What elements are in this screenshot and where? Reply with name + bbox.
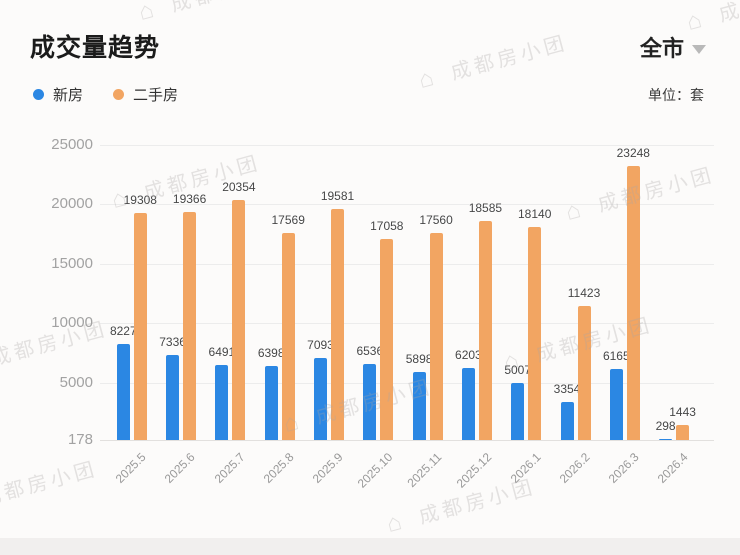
- x-axis-label: 2025.12: [453, 450, 494, 491]
- bar-new-homes-2025.7[interactable]: [215, 364, 229, 440]
- bar-value-label: 5898: [405, 352, 433, 367]
- bar-value-label: 6203: [455, 348, 482, 363]
- page-title: 成交量趋势: [30, 34, 161, 62]
- bar-second-hand-homes-2026.2[interactable]: [577, 306, 591, 440]
- bar-second-hand-homes-2025.9[interactable]: [331, 209, 344, 440]
- legend-dot-icon: [113, 89, 125, 100]
- legend: 新房 二手房: [33, 84, 178, 105]
- x-axis-label: 2026.3: [605, 450, 642, 486]
- chevron-down-icon: [692, 44, 706, 54]
- bar-value-label: 19366: [172, 191, 207, 206]
- bar-value-label: 19308: [123, 192, 157, 207]
- x-axis-label: 2025.5: [112, 450, 149, 486]
- region-selector[interactable]: 全市: [640, 31, 706, 63]
- x-axis-label: 2026.2: [556, 450, 593, 486]
- y-axis-tick: 178: [67, 431, 93, 448]
- bar-second-hand-homes-2026.1[interactable]: [528, 226, 542, 440]
- bar-second-hand-homes-2026.3[interactable]: [626, 165, 640, 440]
- bar-value-label: 17560: [419, 213, 453, 228]
- bar-new-homes-2025.10[interactable]: [363, 364, 377, 440]
- gridline: [100, 263, 714, 265]
- bar-new-homes-2025.8[interactable]: [264, 366, 278, 440]
- bar-second-hand-homes-2025.11[interactable]: [429, 233, 443, 440]
- bar-new-homes-2025.12[interactable]: [461, 368, 475, 440]
- bar-value-label: 3354: [553, 382, 581, 397]
- bar-value-label: 23248: [616, 145, 650, 160]
- bar-value-label: 1443: [669, 404, 696, 419]
- gridline: [100, 382, 714, 384]
- x-axis-label: 2026.1: [507, 450, 544, 486]
- bar-value-label: 7093: [307, 337, 334, 352]
- bar-new-homes-2026.3[interactable]: [609, 368, 623, 440]
- legend-dot-icon: [33, 89, 44, 100]
- gridline: [100, 145, 714, 146]
- bar-new-homes-2025.9[interactable]: [314, 357, 327, 440]
- region-selector-label: 全市: [639, 36, 684, 61]
- legend-label: 新房: [53, 87, 84, 104]
- gridline: [100, 204, 714, 206]
- x-axis-label: 2025.8: [260, 450, 297, 486]
- bar-value-label: 18140: [518, 206, 552, 221]
- x-axis-label: 2025.7: [211, 450, 248, 486]
- x-axis-line: [100, 440, 714, 441]
- x-axis-label: 2025.9: [310, 450, 346, 486]
- bar-new-homes-2025.5[interactable]: [116, 344, 130, 440]
- bar-second-hand-homes-2025.12[interactable]: [478, 221, 492, 440]
- bar-value-label: 17058: [370, 219, 404, 234]
- bar-second-hand-homes-2025.6[interactable]: [183, 211, 197, 440]
- bar-new-homes-2025.6[interactable]: [166, 354, 180, 440]
- bottom-strip: [0, 538, 740, 555]
- bar-value-label: 6165: [602, 348, 630, 363]
- bar-value-label: 17569: [271, 213, 305, 228]
- bar-value-label: 7336: [159, 334, 186, 349]
- bar-second-hand-homes-2025.10[interactable]: [380, 239, 394, 440]
- legend-item-second-hand-homes[interactable]: 二手房: [113, 84, 178, 105]
- y-axis-tick: 20000: [51, 195, 93, 213]
- unit-label: 单位：套: [648, 87, 704, 103]
- bar-new-homes-2026.2[interactable]: [560, 402, 574, 440]
- bar-second-hand-homes-2025.8[interactable]: [281, 233, 295, 440]
- y-axis-tick: 25000: [51, 136, 93, 153]
- bar-value-label: 20354: [222, 180, 256, 195]
- legend-item-new-homes[interactable]: 新房: [33, 84, 83, 105]
- bar-new-homes-2026.4[interactable]: [659, 438, 673, 440]
- bar-value-label: 8227: [109, 324, 137, 339]
- bar-second-hand-homes-2025.5[interactable]: [133, 212, 147, 440]
- bar-value-label: 6536: [356, 344, 384, 359]
- y-axis-tick: 5000: [59, 373, 93, 391]
- bar-value-label: 11423: [567, 286, 601, 301]
- x-axis-label: 2025.11: [404, 450, 445, 490]
- bar-value-label: 19581: [320, 189, 355, 204]
- bar-second-hand-homes-2025.7[interactable]: [232, 200, 246, 440]
- x-axis-label: 2025.10: [354, 450, 396, 491]
- gridline: [100, 323, 714, 325]
- bar-value-label: 6398: [257, 346, 285, 361]
- x-axis-label: 2025.6: [162, 450, 199, 486]
- bar-new-homes-2025.11[interactable]: [412, 372, 426, 440]
- bar-value-label: 18585: [468, 201, 503, 216]
- y-axis-tick: 10000: [51, 314, 93, 332]
- bar-value-label: 6491: [208, 344, 236, 359]
- y-axis-tick: 15000: [51, 254, 93, 272]
- legend-label: 二手房: [133, 87, 179, 104]
- bar-second-hand-homes-2026.4[interactable]: [676, 424, 690, 440]
- bar-value-label: 5007: [504, 362, 532, 377]
- bar-new-homes-2026.1[interactable]: [511, 382, 525, 440]
- bar-value-label: 298: [655, 418, 676, 433]
- x-axis-label: 2026.4: [655, 450, 692, 486]
